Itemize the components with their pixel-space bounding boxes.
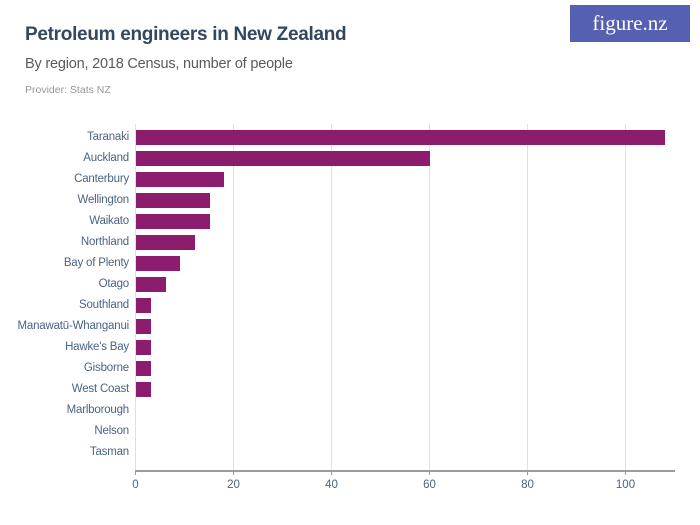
- bar: [136, 298, 151, 313]
- bar: [136, 340, 151, 355]
- bar: [136, 361, 151, 376]
- category-label: Manawatū-Whanganui: [17, 320, 130, 332]
- category-label: Tasman: [89, 446, 129, 458]
- x-axis-tick: [232, 470, 235, 475]
- category-label: Canterbury: [74, 173, 129, 185]
- provider-label: Provider: Stats NZ: [25, 84, 111, 96]
- bar: [136, 235, 196, 250]
- x-axis-tick: [330, 470, 333, 475]
- category-label: Waikato: [89, 215, 129, 227]
- bar: [136, 151, 431, 166]
- x-axis-line: [135, 470, 675, 472]
- gridline: [330, 124, 333, 470]
- x-axis-tick-label: 80: [521, 479, 534, 491]
- category-label: Gisborne: [83, 362, 129, 374]
- bar: [136, 130, 666, 145]
- x-axis-tick-label: 0: [132, 479, 139, 491]
- gridline: [134, 124, 137, 470]
- gridline: [526, 124, 529, 470]
- category-label: Otago: [98, 278, 130, 290]
- category-label: Southland: [79, 299, 129, 311]
- category-label: Northland: [80, 236, 129, 248]
- category-label: Auckland: [83, 152, 129, 164]
- x-axis-tick: [134, 470, 137, 475]
- category-label: West Coast: [71, 383, 129, 395]
- x-axis-tick: [428, 470, 431, 475]
- bar: [136, 277, 166, 292]
- category-label: Bay of Plenty: [63, 257, 129, 269]
- category-label: Hawke's Bay: [65, 341, 129, 353]
- gridline: [428, 124, 431, 470]
- x-axis-tick-label: 20: [227, 479, 240, 491]
- figurenz-logo[interactable]: figure.nz: [570, 5, 690, 42]
- figurenz-logo-text: figure.nz: [592, 11, 668, 35]
- bar: [136, 172, 225, 187]
- bar: [136, 193, 210, 208]
- x-axis-tick: [624, 470, 627, 475]
- x-axis-tick-label: 100: [615, 479, 636, 491]
- category-label: Marlborough: [66, 404, 130, 416]
- x-axis-tick: [526, 470, 529, 475]
- bar: [136, 382, 151, 397]
- bar: [136, 319, 151, 334]
- category-label: Wellington: [77, 194, 130, 206]
- gridline: [232, 124, 235, 470]
- bar: [136, 256, 181, 271]
- category-label: Nelson: [94, 425, 129, 437]
- page-subtitle: By region, 2018 Census, number of people: [25, 56, 293, 72]
- x-axis-tick-label: 60: [423, 479, 436, 491]
- x-axis-tick-label: 40: [325, 479, 338, 491]
- page-title: Petroleum engineers in New Zealand: [25, 24, 347, 45]
- gridline: [624, 124, 627, 470]
- bar: [136, 214, 210, 229]
- category-label: Taranaki: [87, 131, 129, 143]
